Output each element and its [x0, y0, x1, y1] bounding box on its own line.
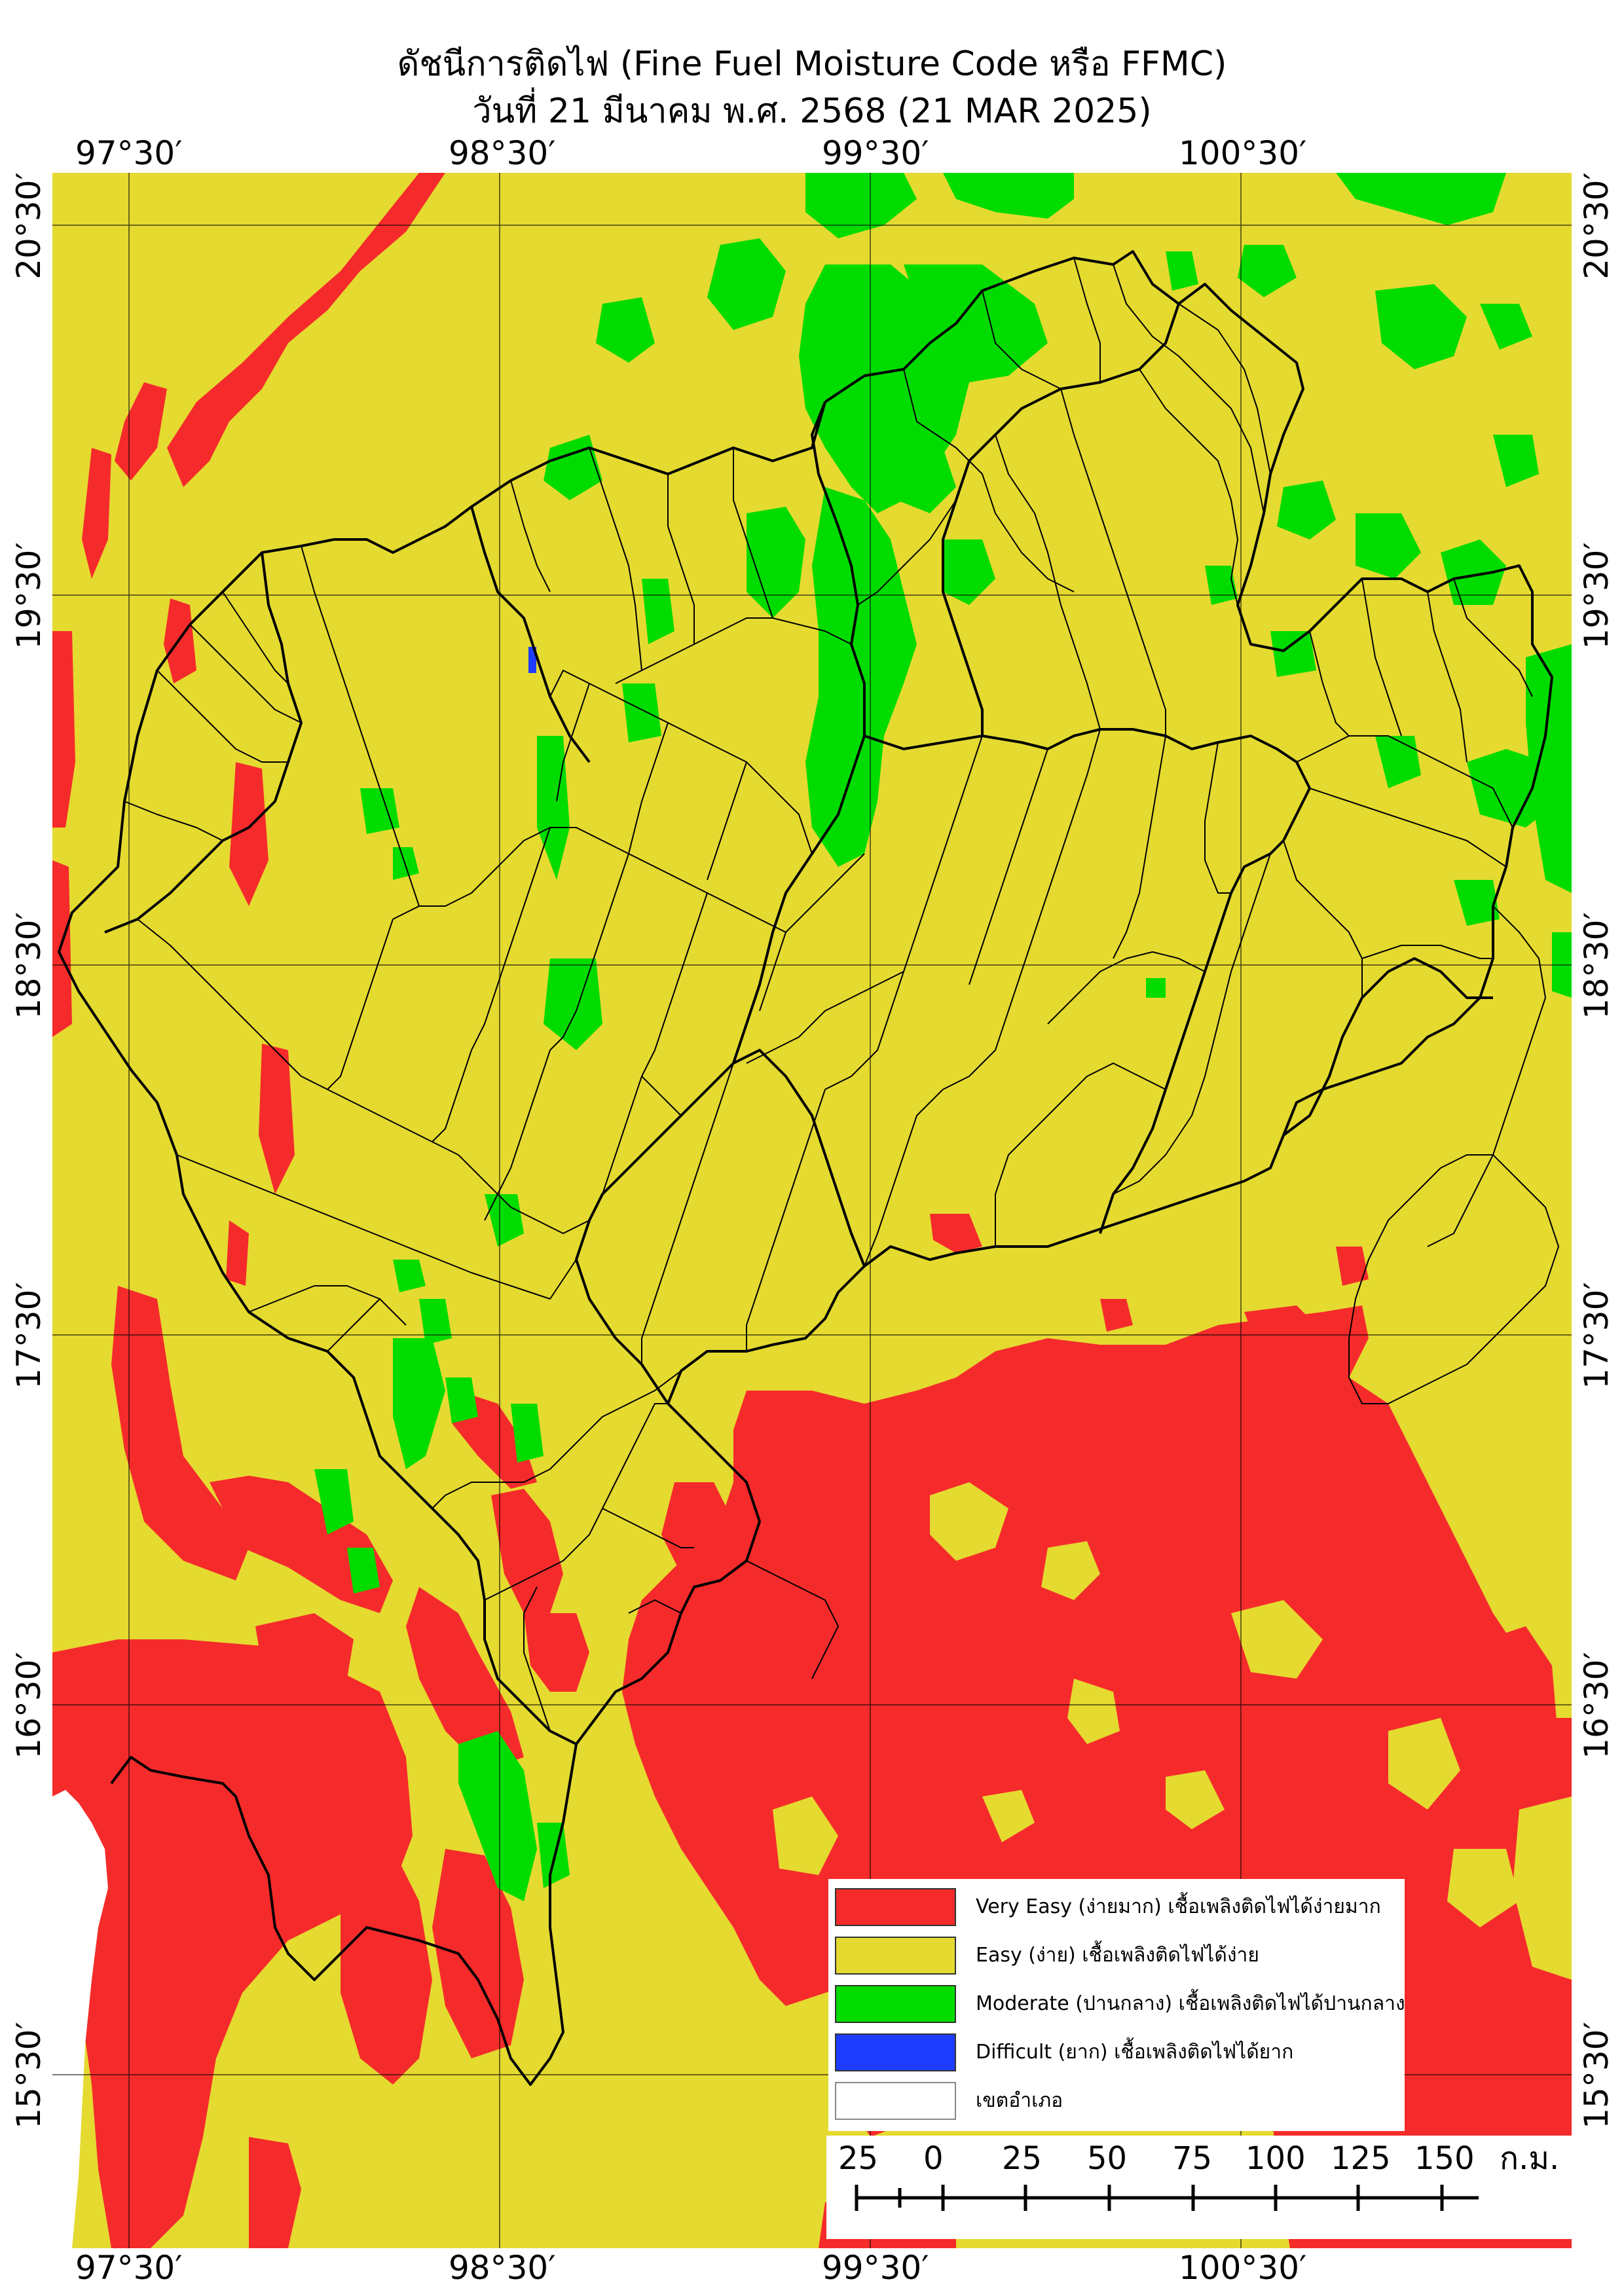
scale-unit-label: ก.ม.	[1500, 2140, 1560, 2177]
legend-label-district: เขตอำเภอ	[976, 2089, 1063, 2112]
legend-item-very-easy: Very Easy (ง่ายมาก) เชื้อเพลิงติดไฟได้ง่…	[835, 1888, 1398, 1927]
lon-label-bottom-2: 98°30′	[449, 2249, 556, 2287]
lat-label-right-1: 20°30′	[1578, 172, 1615, 280]
lat-label-left-6: 15°30′	[10, 2022, 48, 2129]
legend-item-district: เขตอำเภอ	[835, 2082, 1398, 2121]
legend-item-easy: Easy (ง่าย) เชื้อเพลิงติดไฟได้ง่าย	[835, 1937, 1398, 1976]
district-boundaries	[124, 257, 1559, 1732]
scale-tick-label-50: 50	[1087, 2140, 1128, 2177]
scale-bar-graphic	[855, 2185, 1479, 2211]
lat-label-left-1: 20°30′	[10, 172, 48, 280]
easy-pockets	[773, 1482, 1572, 1980]
lat-label-right-2: 19°30′	[1578, 542, 1615, 649]
scale-tick-label-125: 125	[1331, 2140, 1391, 2177]
legend-swatch-difficult	[835, 2033, 956, 2071]
scale-tick-label-25: 25	[1002, 2140, 1043, 2177]
scale-bar: 25 0 25 50 75 100 125 150 ก.ม.	[826, 2136, 1572, 2239]
scale-tick-label-0: 0	[923, 2140, 944, 2177]
lon-label-bottom-1: 97°30′	[75, 2249, 183, 2287]
legend-swatch-district	[835, 2082, 956, 2120]
lat-label-left-2: 19°30′	[10, 542, 48, 649]
legend-swatch-very-easy	[835, 1888, 956, 1926]
map-date: วันที่ 21 มีนาคม พ.ศ. 2568 (21 MAR 2025)	[472, 92, 1152, 131]
legend-label-difficult: Difficult (ยาก) เชื้อเพลิงติดไฟได้ยาก	[976, 2041, 1294, 2064]
lat-label-right-5: 16°30′	[1578, 1652, 1615, 1759]
legend-label-easy: Easy (ง่าย) เชื้อเพลิงติดไฟได้ง่าย	[976, 1944, 1259, 1967]
legend-label-moderate: Moderate (ปานกลาง) เชื้อเพลิงติดไฟได้ปาน…	[976, 1992, 1405, 2015]
scale-tick-label-150: 150	[1414, 2140, 1475, 2177]
legend-swatch-moderate	[835, 1985, 956, 2023]
lon-label-top-3: 99°30′	[822, 134, 929, 172]
lat-label-left-3: 18°30′	[10, 912, 48, 1019]
scale-tick-label-100: 100	[1246, 2140, 1306, 2177]
lat-label-right-6: 15°30′	[1578, 2022, 1615, 2129]
lon-label-bottom-4: 100°30′	[1179, 2249, 1307, 2287]
legend-label-very-easy: Very Easy (ง่ายมาก) เชื้อเพลิงติดไฟได้ง่…	[976, 1895, 1381, 1918]
map-title: ดัชนีการติดไฟ (Fine Fuel Moisture Code ห…	[397, 45, 1227, 84]
lon-label-bottom-3: 99°30′	[822, 2249, 929, 2287]
lat-label-right-4: 17°30′	[1578, 1282, 1615, 1389]
legend-item-moderate: Moderate (ปานกลาง) เชื้อเพลิงติดไฟได้ปาน…	[835, 1985, 1405, 2024]
legend-swatch-easy	[835, 1937, 956, 1975]
lat-label-left-5: 16°30′	[10, 1652, 48, 1759]
lon-label-top-4: 100°30′	[1179, 134, 1307, 172]
scale-tick-label-75: 75	[1172, 2140, 1213, 2177]
lon-label-top-1: 97°30′	[75, 134, 183, 172]
scale-tick-label-neg25: 25	[838, 2140, 879, 2177]
lon-label-top-2: 98°30′	[449, 134, 556, 172]
legend: Very Easy (ง่ายมาก) เชื้อเพลิงติดไฟได้ง่…	[828, 1879, 1405, 2131]
lat-label-left-4: 17°30′	[10, 1282, 48, 1389]
legend-item-difficult: Difficult (ยาก) เชื้อเพลิงติดไฟได้ยาก	[835, 2033, 1398, 2073]
lat-label-right-3: 18°30′	[1578, 912, 1615, 1019]
sea-area	[52, 1790, 108, 2248]
